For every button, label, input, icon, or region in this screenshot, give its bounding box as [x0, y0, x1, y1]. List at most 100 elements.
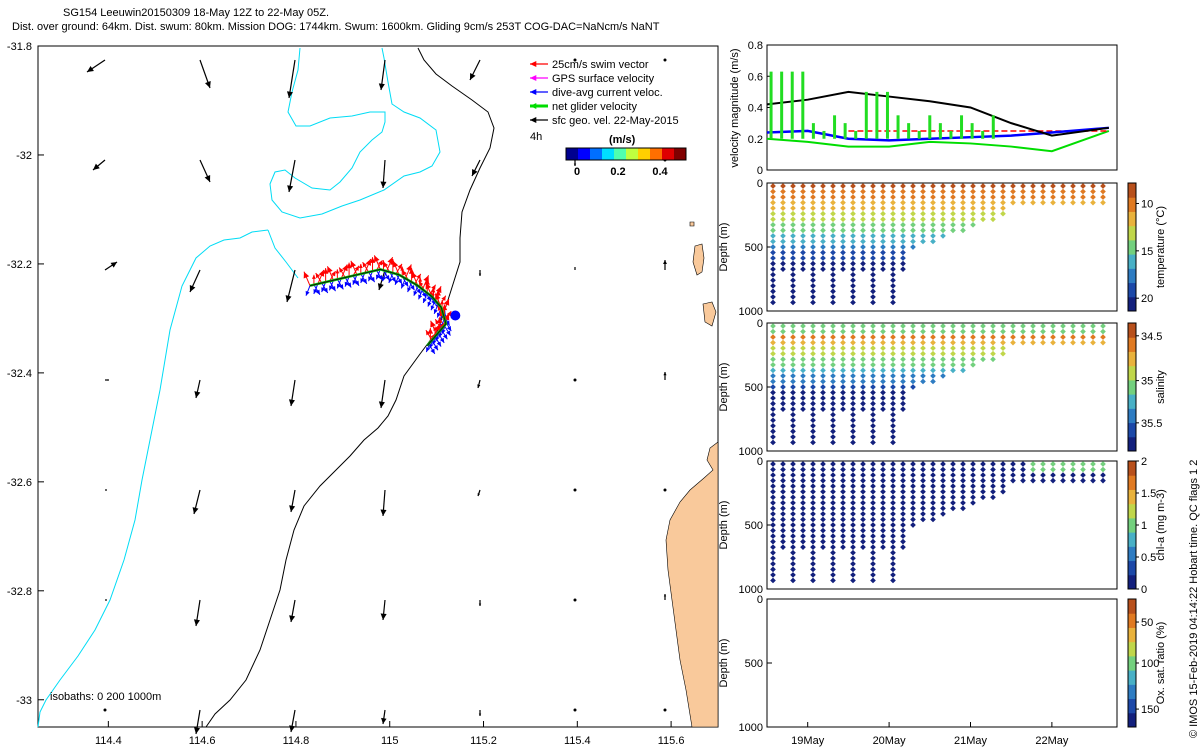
speed-colorbar-title: (m/s): [609, 134, 636, 146]
vector-head: [425, 282, 432, 290]
vector-head: [381, 717, 387, 724]
vector-head: [438, 332, 443, 338]
vector-head: [435, 293, 441, 301]
vector-dot: [663, 708, 667, 712]
vector-head: [394, 279, 399, 285]
vector-head: [530, 102, 537, 110]
vector-head: [416, 288, 421, 294]
credit-text-box: © IMOS 15-Feb-2019 04:14:22 Hobart time.…: [1188, 460, 1200, 738]
vector-head: [433, 309, 438, 314]
vector-head: [321, 287, 326, 293]
figure-header: SG154 Leeuwin20150309 18-May 12Z to 22-M…: [0, 6, 780, 34]
legend-item: sfc geo. vel. 22-May-2015: [530, 115, 679, 127]
vector-head: [400, 266, 405, 271]
vector-head: [377, 283, 384, 290]
mainland-coast: [665, 441, 719, 728]
credit-text: © IMOS 15-Feb-2019 04:14:22 Hobart time.…: [1188, 460, 1200, 738]
vector-head: [441, 329, 446, 334]
vector-head: [360, 278, 365, 283]
vector-dot: [573, 598, 577, 602]
vector-head: [354, 280, 359, 286]
vector-head: [204, 175, 211, 182]
vector-head: [339, 267, 344, 273]
vector-dot: [663, 58, 667, 62]
speed-colorbar-segment: [590, 148, 603, 160]
vector-head: [426, 295, 431, 302]
speed-colorbar-segment: [650, 148, 663, 160]
vector-dot: [573, 58, 577, 62]
legend-label: dive-avg current veloc.: [552, 87, 663, 99]
vector-head: [346, 262, 352, 269]
vector-head: [530, 60, 537, 68]
vector-head: [205, 81, 211, 88]
vector-head: [335, 269, 340, 274]
map-y-tick-label: -33: [16, 695, 32, 707]
vector-head: [289, 615, 296, 622]
vector-head: [350, 260, 357, 268]
vector-head: [329, 285, 334, 291]
vector-head: [434, 324, 440, 332]
vector-head: [336, 283, 341, 289]
legend-label: 25cm/s swim vector: [552, 59, 649, 71]
vector-head: [663, 260, 667, 265]
vector-head: [327, 266, 333, 274]
vector-head: [443, 313, 450, 321]
vector-head: [472, 169, 478, 176]
vector-shaft: [288, 59, 296, 99]
speed-colorbar-tick-label: 0: [574, 166, 580, 178]
vector-head: [418, 281, 424, 287]
speed-colorbar-segment: [566, 148, 579, 160]
vector-head: [478, 603, 482, 606]
vector-head: [427, 328, 434, 334]
vector-head: [418, 277, 423, 282]
geostrophic-velocity-arrows: [86, 58, 667, 735]
vector-head: [289, 725, 296, 732]
vector-head: [338, 284, 344, 290]
vector-head: [385, 275, 390, 281]
map-y-tick-label: -32.6: [7, 477, 32, 489]
vector-head: [437, 305, 443, 311]
vector-dot: [573, 378, 577, 382]
vector-head: [401, 283, 405, 289]
speed-colorbar-segment: [614, 148, 627, 160]
vector-head: [574, 267, 576, 269]
isobath-1000m: [205, 47, 495, 728]
vector-head: [441, 295, 446, 301]
vector-head: [352, 279, 357, 285]
vector-head: [380, 181, 387, 188]
vector-head: [374, 255, 380, 263]
vector-head: [440, 300, 445, 305]
vector-head: [369, 257, 376, 263]
vector-head: [331, 285, 336, 292]
vector-head: [285, 295, 292, 302]
map-x-tick-label: 115: [381, 735, 399, 747]
vector-head: [289, 505, 296, 512]
legend-label: sfc geo. vel. 22-May-2015: [552, 115, 679, 127]
vector-head: [422, 298, 427, 303]
vector-head: [391, 276, 396, 283]
vector-head: [344, 281, 349, 287]
land-mass: [665, 221, 719, 728]
vector-head: [318, 269, 325, 277]
legend-item: net glider velocity: [530, 101, 637, 113]
vector-head: [406, 264, 412, 272]
vector-head: [323, 287, 328, 293]
isobath-200m: [37, 47, 441, 728]
vector-head: [402, 270, 407, 276]
vector-head: [413, 290, 418, 296]
vector-head: [370, 276, 375, 283]
legend-interval-note: 4h: [530, 131, 542, 143]
legend-item: dive-avg current veloc.: [530, 87, 663, 99]
vector-head: [358, 263, 363, 268]
vector-dot: [663, 488, 667, 492]
speed-colorbar-segment: [662, 148, 675, 160]
map-x-tick-label: 114.4: [95, 735, 122, 747]
track-endpoint: [450, 310, 461, 321]
legend-label: GPS surface velocity: [552, 73, 655, 85]
vector-dot: [573, 708, 577, 712]
vector-head: [441, 304, 448, 311]
title-line-1: SG154 Leeuwin20150309 18-May 12Z to 22-M…: [63, 7, 329, 19]
islet: [689, 221, 695, 227]
vector-head: [430, 320, 436, 328]
title-line-2: Dist. over ground: 64km. Dist. swum: 80k…: [12, 21, 660, 33]
